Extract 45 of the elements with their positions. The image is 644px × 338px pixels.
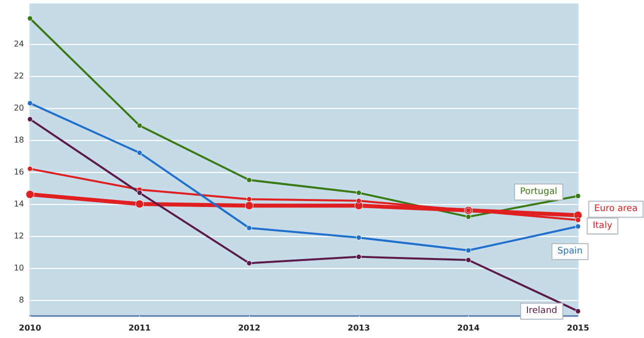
series-label: Italy (592, 221, 613, 231)
series-label: Euro area (594, 204, 638, 214)
point (466, 214, 472, 220)
y-tick-label: 20 (14, 104, 24, 112)
x-tick-label: 2015 (566, 324, 590, 332)
point (246, 196, 252, 202)
y-tick-label: 8 (18, 296, 24, 304)
x-tick-label: 2014 (457, 324, 480, 332)
point (244, 201, 254, 210)
point (356, 254, 362, 260)
point (136, 150, 142, 156)
point (136, 190, 142, 196)
y-tick-label: 22 (14, 72, 24, 80)
point (26, 190, 34, 199)
point (575, 217, 581, 223)
series-label: Ireland (526, 306, 558, 316)
y-tick-label: 16 (14, 168, 24, 176)
y-tick-label: 24 (14, 40, 24, 48)
point (466, 257, 472, 263)
x-tick-label: 2013 (348, 324, 370, 332)
y-tick-label: 14 (14, 200, 24, 208)
y-tick-label: 10 (14, 264, 24, 272)
series-label: Portugal (520, 187, 558, 197)
point (356, 190, 362, 196)
point (246, 260, 252, 266)
point (246, 225, 252, 231)
point (246, 177, 252, 183)
series-label: Spain (557, 246, 583, 257)
y-tick-label: 12 (14, 232, 24, 240)
x-tick-label: 2010 (18, 324, 42, 332)
point (27, 116, 33, 122)
point (136, 122, 142, 128)
point (356, 198, 362, 204)
point (466, 248, 472, 254)
x-tick-label: 2012 (238, 324, 260, 332)
point (135, 200, 144, 208)
point (27, 16, 33, 22)
point (27, 100, 33, 106)
x-tick-label: 2011 (128, 324, 152, 332)
point (575, 308, 581, 314)
point (575, 224, 581, 230)
point (575, 193, 581, 199)
y-tick-label: 18 (14, 136, 24, 144)
point (356, 234, 362, 240)
point (27, 166, 33, 172)
